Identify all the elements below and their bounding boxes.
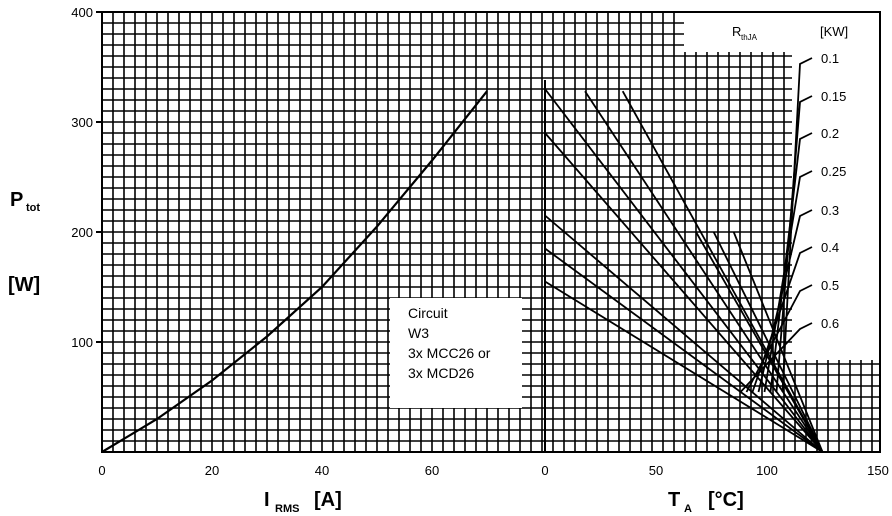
legend-label: 0.25 — [821, 164, 846, 179]
x-axis-unit-right: [°C] — [708, 489, 744, 511]
annotation-box — [390, 298, 522, 408]
x-tick-label-right: 0 — [541, 463, 548, 478]
resistance-line — [739, 322, 813, 393]
y-tick-label: 200 — [71, 225, 93, 240]
y-tick-label: 100 — [71, 335, 93, 350]
legend-panel-lower — [792, 52, 880, 360]
series-line-left — [101, 90, 488, 453]
annotation-line: W3 — [408, 325, 429, 341]
x-tick-label-left: 0 — [98, 463, 105, 478]
x-axis-title-left-sub: RMS — [275, 503, 299, 515]
series-line-right — [544, 132, 824, 453]
resistance-line — [745, 284, 813, 393]
x-tick-label-left: 40 — [315, 463, 329, 478]
x-axis-unit-left: [A] — [314, 489, 342, 511]
legend-label: 0.3 — [821, 203, 839, 218]
x-tick-label-right: 50 — [649, 463, 663, 478]
series-line-right — [732, 231, 824, 453]
series-line-right — [544, 247, 824, 453]
series-line-right — [621, 90, 824, 453]
legend-label: 0.5 — [821, 278, 839, 293]
annotation-line: 3x MCC26 or — [408, 345, 491, 361]
legend-title: R — [732, 24, 741, 39]
series-line-right — [712, 231, 824, 453]
y-axis-title-sub: tot — [26, 202, 40, 214]
legend-label: 0.2 — [821, 126, 839, 141]
x-tick-label-left: 60 — [425, 463, 439, 478]
legend-title-sub: thJA — [741, 33, 758, 42]
legend-label: 0.4 — [821, 240, 839, 255]
annotation-line: 3x MCD26 — [408, 365, 474, 381]
x-axis-title-right-sub: A — [684, 503, 692, 515]
x-tick-label-right: 100 — [756, 463, 778, 478]
x-tick-label-left: 20 — [205, 463, 219, 478]
y-axis-unit: [W] — [8, 274, 40, 296]
legend-label: 0.15 — [821, 89, 846, 104]
legend-unit: [KW] — [820, 24, 848, 39]
y-axis-title: P — [10, 189, 23, 211]
resistance-line — [775, 95, 813, 393]
x-tick-label-right: 150 — [867, 463, 889, 478]
resistance-line — [751, 246, 813, 393]
y-tick-label: 400 — [71, 5, 93, 20]
legend-panel — [684, 12, 880, 52]
annotation-line: Circuit — [408, 305, 448, 321]
legend-label: 0.1 — [821, 51, 839, 66]
legend-label: 0.6 — [821, 316, 839, 331]
series-line-right — [544, 214, 824, 453]
resistance-line — [769, 132, 813, 393]
x-axis-title-left: I — [264, 489, 270, 511]
resistance-line — [781, 57, 813, 393]
series-line-right — [544, 280, 823, 453]
plot-frame — [101, 11, 881, 453]
x-axis-title-right: T — [668, 489, 680, 511]
y-tick-label: 300 — [71, 115, 93, 130]
